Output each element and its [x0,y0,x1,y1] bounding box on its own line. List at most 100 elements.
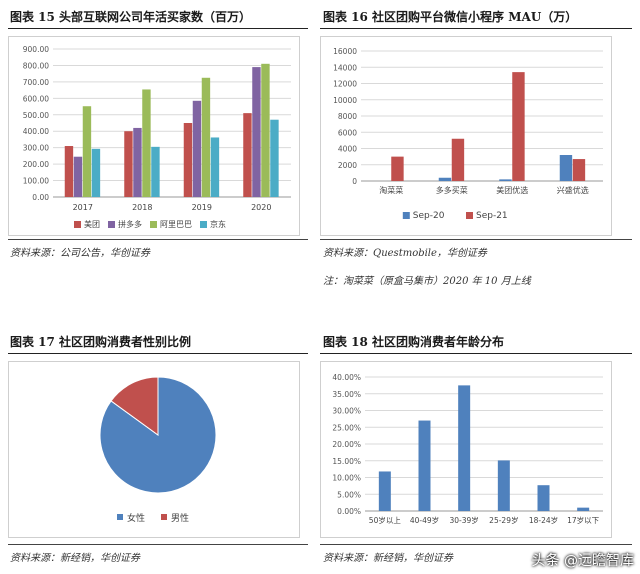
y-tick-label: 4000 [338,145,357,154]
chart-17-title: 图表 17 社区团购消费者性别比例 [10,335,192,349]
y-tick-label: 0.00% [337,507,361,516]
legend-label: 美团 [84,219,100,229]
y-tick-label: 400.00 [23,127,49,136]
bar [151,146,160,197]
y-tick-label: 12000 [333,80,357,89]
x-tick-label: 2017 [73,203,93,212]
y-tick-label: 25.00% [332,423,361,432]
y-tick-label: 200.00 [23,160,49,169]
bar [201,77,211,197]
legend-swatch [150,221,157,228]
chart-18-source: 资料来源：新经销，华创证券 [323,553,453,564]
bar [261,63,270,197]
bar [192,100,202,197]
bar [91,148,101,197]
x-tick-label: 美团优选 [496,185,528,195]
chart-16-svg: 0 2000 4000 6000 8000 10000 12000 14000 16000 淘菜菜… [333,47,603,221]
bar [577,507,590,511]
bar [82,106,92,197]
chart-18-title: 图表 18 社区团购消费者年龄分布 [323,335,505,349]
y-tick-label: 20.00% [332,440,361,449]
legend-label: 阿里巴巴 [160,220,192,229]
y-tick-label: 700.00 [23,78,49,87]
y-tick-label: 0 [352,177,357,186]
bar [418,420,431,511]
bar [537,485,550,511]
bar [559,155,573,181]
chart-15-source-rule [8,239,308,240]
bar [497,460,510,511]
x-tick-label: 2018 [132,203,152,212]
bar [243,113,252,197]
y-tick-label: 100.00 [23,177,49,186]
chart-18-title-rule [320,353,632,354]
chart-18-frame: 0.00% 5.00% 10.00% 15.00% 20.00% 25.00% 30.00%… [320,361,612,538]
chart-17-source: 资料来源：新经销，华创证券 [10,553,140,564]
pie-slice [110,376,159,436]
y-tick-label: 14000 [333,63,357,72]
x-tick-label: 18-24岁 [529,515,558,525]
y-tick-label: 6000 [338,128,357,137]
legend-swatch [74,221,81,228]
x-tick-label: 2020 [251,203,271,212]
legend-swatch [402,212,410,219]
watermark: 头条 @远瞻智库 [531,553,634,569]
x-tick-label: 兴盛优选 [557,185,589,195]
bar [499,179,512,181]
bar [451,138,465,181]
y-tick-label: 8000 [338,112,357,121]
y-tick-label: 900.00 [23,45,49,54]
x-tick-label: 30-39岁 [450,515,479,525]
chart-17-title-rule [8,353,308,354]
bar [270,119,279,197]
y-tick-label: 40.00% [332,373,361,382]
chart-17-source-rule [8,544,308,545]
y-tick-label: 600.00 [23,94,49,103]
chart-16-note: 注：淘菜菜（原盒马集市）2020 年 10 月上线 [323,276,531,287]
chart-18-source-rule [320,544,632,545]
bar [512,72,525,181]
y-tick-label: 10000 [333,96,357,105]
bar [572,159,586,181]
bar [391,156,404,181]
bar [252,67,261,197]
chart-16-source: 资料来源：Questmobile，华创证券 [323,248,487,259]
legend-label: 京东 [210,219,226,229]
chart-16-title-rule [320,28,632,29]
legend-label: 男性 [171,512,189,524]
y-tick-label: 0.00 [32,193,49,202]
bar [210,137,220,197]
chart-17-frame: 女性 男性 [8,361,300,538]
chart-17-svg: 女性 男性 [99,376,217,524]
x-tick-label: 2019 [192,203,212,212]
y-tick-label: 500.00 [23,111,49,120]
y-tick-label: 10.00% [332,474,361,483]
bar [124,131,133,197]
bar [458,385,471,511]
legend-swatch [117,514,123,520]
x-tick-label: 淘菜菜 [379,185,403,195]
legend-swatch [108,221,115,228]
legend-swatch [200,221,207,228]
y-tick-label: 2000 [338,161,357,170]
chart-15-title: 图表 15 头部互联网公司年活买家数（百万） [10,10,252,24]
y-tick-label: 300.00 [23,144,49,153]
x-tick-label: 40-49岁 [410,515,439,525]
x-tick-label: 25-29岁 [489,515,518,525]
chart-16-frame: 0 2000 4000 6000 8000 10000 12000 14000 16000 淘菜菜… [320,36,612,236]
y-tick-label: 16000 [333,47,357,56]
chart-16-source-rule [320,239,632,240]
bar [378,471,391,511]
chart-15-source: 资料来源：公司公告，华创证券 [10,248,150,259]
legend-label: 拼多多 [118,219,142,229]
y-tick-label: 5.00% [337,490,361,499]
y-tick-label: 15.00% [332,457,361,466]
chart-16-title: 图表 16 社区团购平台微信小程序 MAU（万） [323,10,578,24]
legend-swatch [161,514,167,520]
bar [133,127,142,197]
chart-15-title-rule [8,28,308,29]
bar [183,123,193,197]
x-tick-label: 50岁以上 [369,515,402,525]
bar [64,146,74,197]
chart-15-svg: 0.00 100.00 200.00 300.00 400.00 500.00 600.00… [23,45,291,229]
